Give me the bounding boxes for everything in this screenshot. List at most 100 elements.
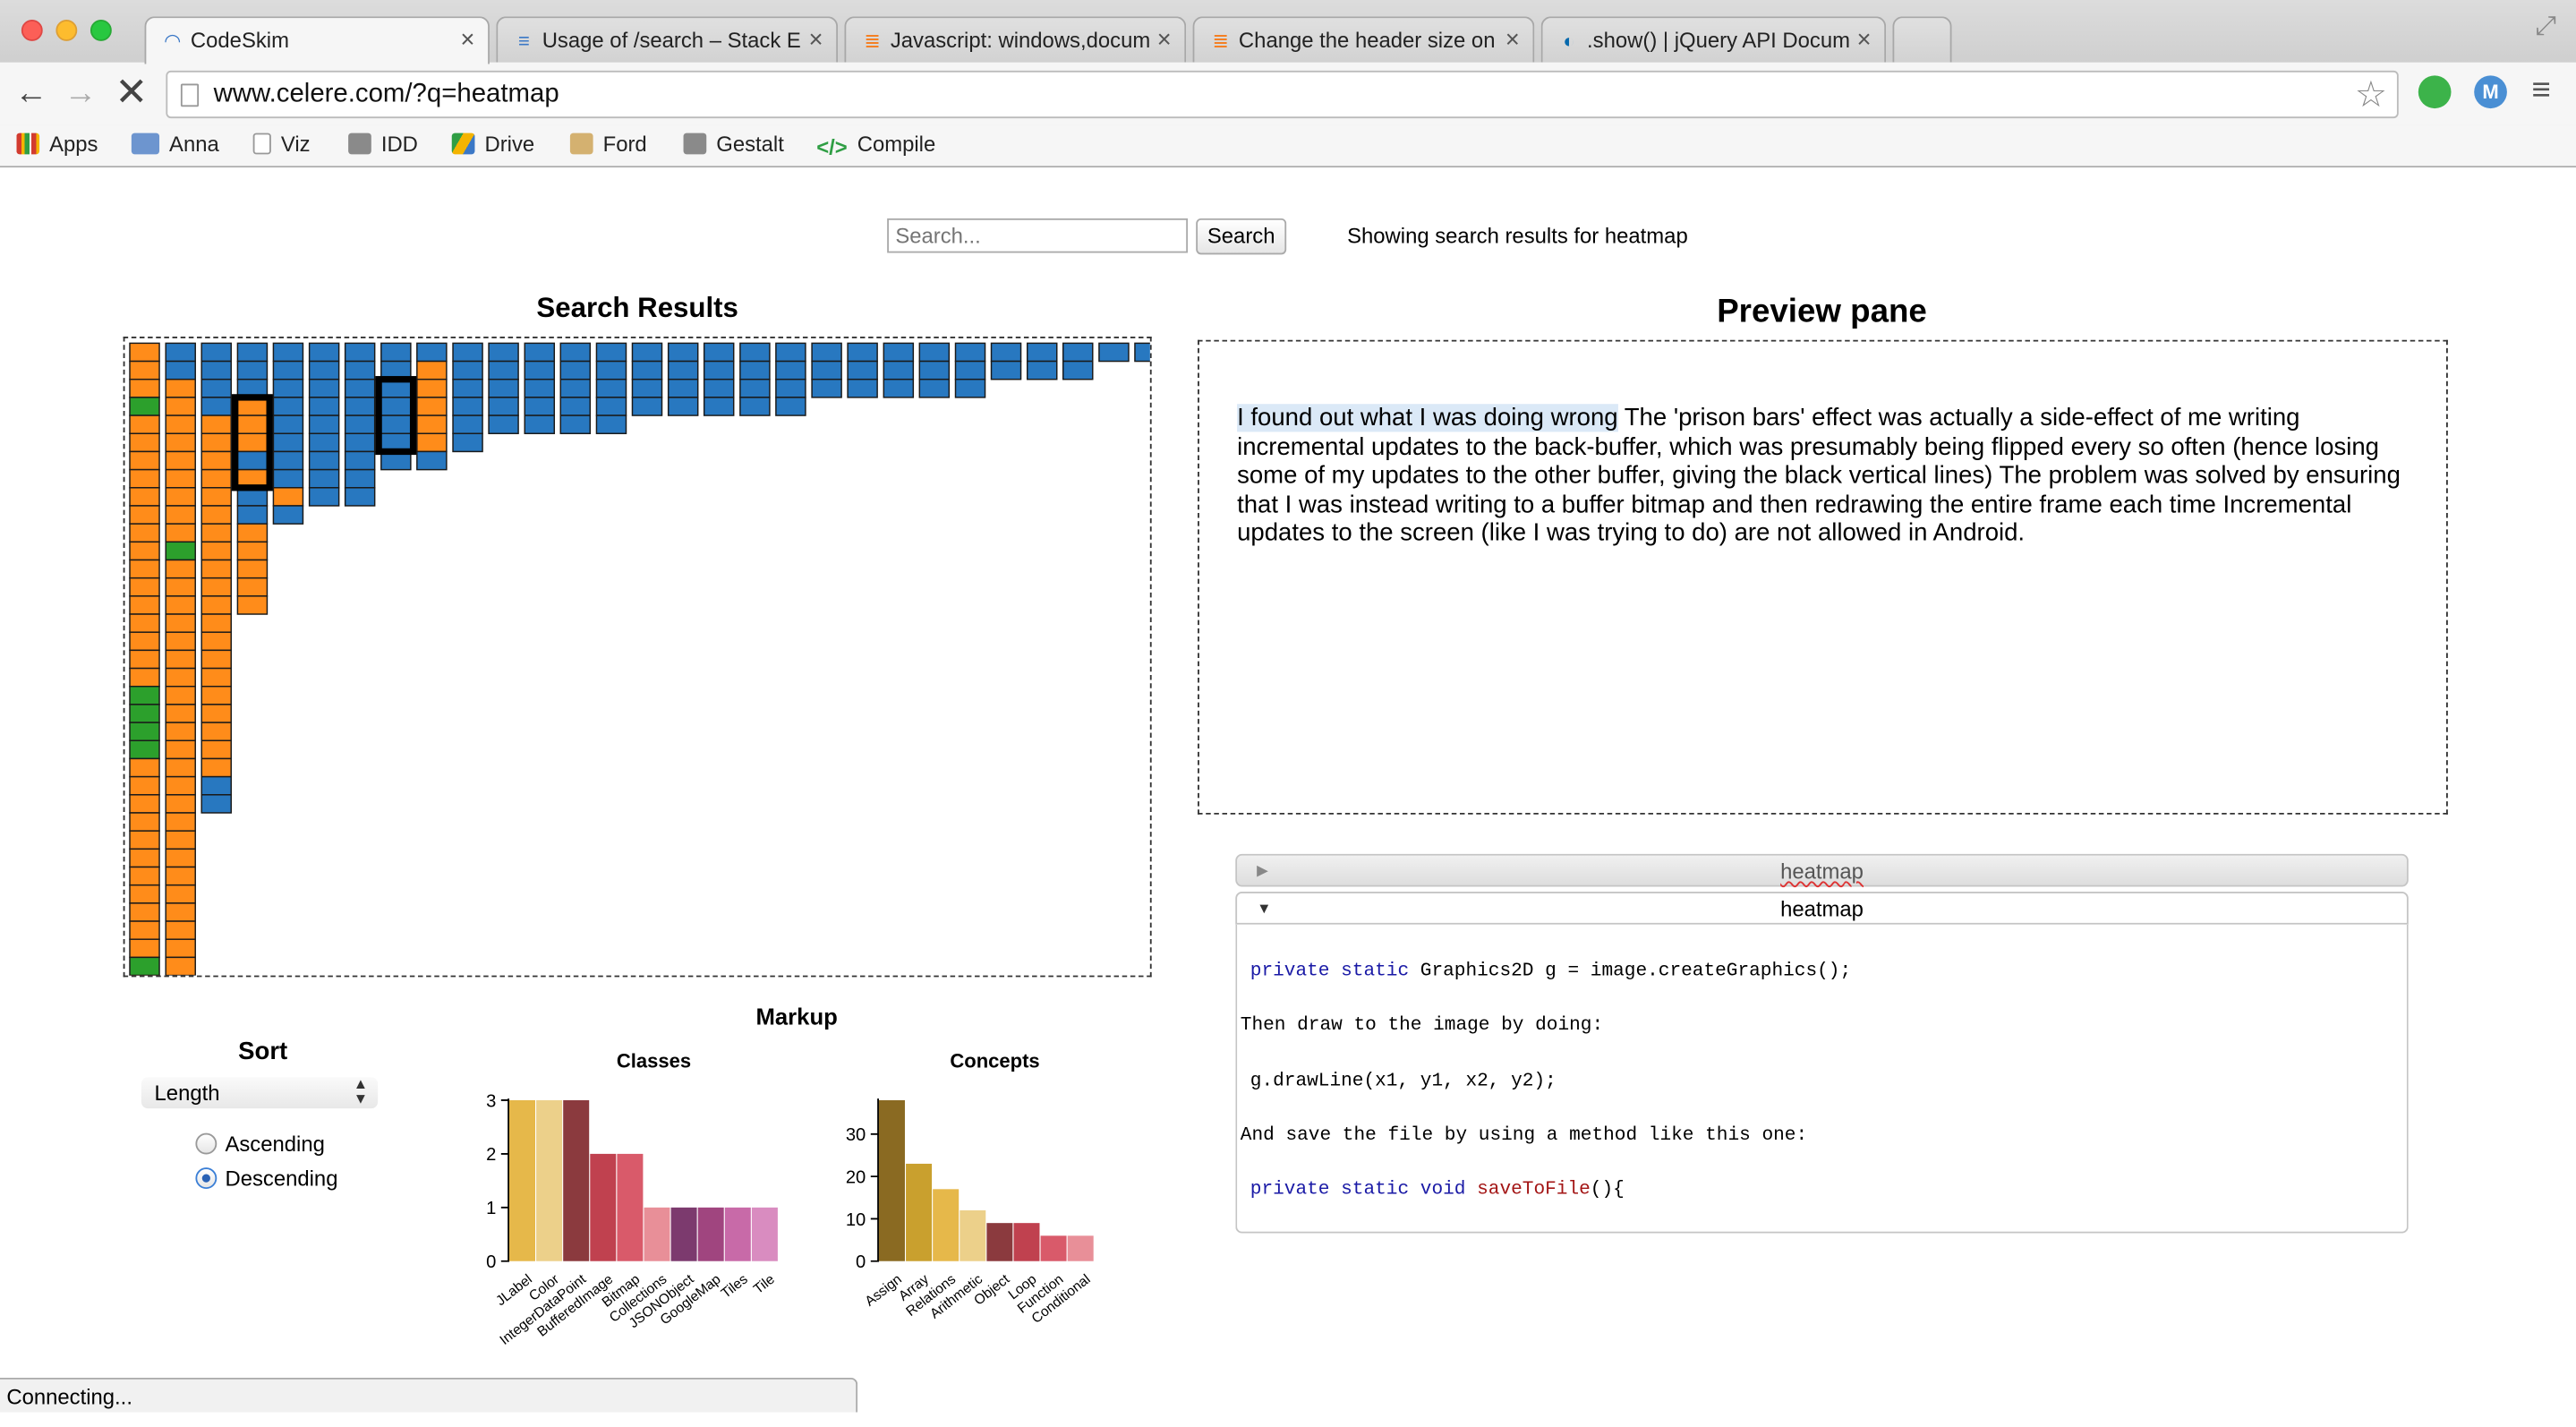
heatmap-cell[interactable] [452, 342, 483, 363]
heatmap-cell[interactable] [1062, 360, 1094, 380]
heatmap-cell[interactable] [344, 432, 376, 453]
heatmap-cell[interactable] [129, 722, 160, 741]
bar[interactable] [906, 1163, 933, 1261]
heatmap-cell[interactable] [1134, 342, 1152, 363]
heatmap-cell[interactable] [165, 722, 196, 741]
heatmap-cell[interactable] [272, 432, 304, 453]
heatmap-cell[interactable] [129, 794, 160, 814]
heatmap-cell[interactable] [488, 342, 519, 363]
heatmap-cell[interactable] [129, 667, 160, 688]
radio-circle[interactable] [195, 1132, 218, 1155]
heatmap-cell[interactable] [524, 378, 556, 398]
heatmap-cell[interactable] [344, 397, 376, 416]
heatmap-cell[interactable] [452, 360, 483, 380]
heatmap-cell[interactable] [308, 414, 340, 434]
heatmap-cell[interactable] [129, 595, 160, 615]
heatmap-cell[interactable] [129, 830, 160, 850]
heatmap-cell[interactable] [165, 631, 196, 652]
bookmark-viz[interactable]: Viz [252, 132, 311, 156]
heatmap-cell[interactable] [344, 360, 376, 380]
results-heatmap-grid[interactable] [124, 338, 1151, 978]
heatmap-cell[interactable] [129, 397, 160, 416]
heatmap-cell[interactable] [165, 523, 196, 543]
heatmap-cell[interactable] [129, 920, 160, 940]
heatmap-cell[interactable] [524, 397, 556, 416]
heatmap-cell[interactable] [200, 468, 232, 489]
bar[interactable] [878, 1099, 905, 1261]
heatmap-cell[interactable] [631, 397, 663, 416]
radio-descending[interactable]: Descending [195, 1166, 337, 1191]
heatmap-cell[interactable] [811, 378, 842, 398]
heatmap-cell[interactable] [595, 360, 627, 380]
address-text[interactable]: www.celere.com/?q=heatmap [213, 80, 559, 109]
heatmap-cell[interactable] [165, 397, 196, 416]
back-arrow-icon[interactable]: ← [14, 75, 48, 112]
heatmap-cell[interactable] [129, 541, 160, 561]
heatmap-cell[interactable] [775, 360, 806, 380]
new-tab-button[interactable] [1892, 16, 1952, 63]
address-bar[interactable]: www.celere.com/?q=heatmap ☆ [166, 70, 2399, 119]
heatmap-cell[interactable] [847, 378, 878, 398]
heatmap-cell[interactable] [524, 342, 556, 363]
menu-hamburger-icon[interactable]: ≡ [2531, 72, 2551, 109]
heatmap-cell[interactable] [165, 830, 196, 850]
heatmap-cell[interactable] [524, 360, 556, 380]
bar[interactable] [563, 1099, 590, 1261]
heatmap-cell[interactable] [308, 468, 340, 489]
heatmap-cell[interactable] [236, 595, 269, 615]
evernote-extension-icon[interactable] [2418, 75, 2452, 109]
heatmap-cell[interactable] [272, 414, 304, 434]
bar[interactable] [724, 1207, 751, 1261]
zoom-window-icon[interactable] [90, 20, 112, 41]
heatmap-cell[interactable] [775, 397, 806, 416]
bar[interactable] [508, 1099, 535, 1261]
heatmap-cell[interactable] [129, 360, 160, 380]
bar[interactable] [590, 1153, 617, 1261]
bookmark-apps[interactable]: Apps [16, 132, 98, 156]
selected-result-outline[interactable] [375, 376, 417, 456]
heatmap-cell[interactable] [165, 902, 196, 922]
heatmap-cell[interactable] [129, 613, 160, 633]
close-tab-icon[interactable]: × [1505, 26, 1520, 55]
bar[interactable] [670, 1207, 697, 1261]
heatmap-cell[interactable] [344, 468, 376, 489]
heatmap-cell[interactable] [344, 342, 376, 363]
heatmap-cell[interactable] [847, 360, 878, 380]
tab-javascript-windows[interactable]: ≣ Javascript: windows,docum × [844, 16, 1187, 63]
heatmap-cell[interactable] [559, 414, 592, 434]
heatmap-cell[interactable] [165, 920, 196, 940]
heatmap-cell[interactable] [129, 938, 160, 959]
heatmap-cell[interactable] [775, 342, 806, 363]
bookmark-gestalt[interactable]: Gestalt [683, 132, 784, 156]
heatmap-cell[interactable] [165, 378, 196, 398]
heatmap-cell[interactable] [236, 432, 269, 453]
heatmap-cell[interactable] [416, 414, 448, 434]
heatmap-cell[interactable] [165, 541, 196, 561]
heatmap-cell[interactable] [559, 360, 592, 380]
close-tab-icon[interactable]: × [460, 26, 475, 55]
heatmap-cell[interactable] [452, 432, 483, 453]
heatmap-cell[interactable] [739, 342, 771, 363]
heatmap-cell[interactable] [954, 378, 986, 398]
heatmap-cell[interactable] [165, 704, 196, 723]
heatmap-cell[interactable] [165, 812, 196, 832]
heatmap-cell[interactable] [200, 686, 232, 705]
heatmap-cell[interactable] [918, 342, 951, 363]
heatmap-cell[interactable] [308, 342, 340, 363]
heatmap-cell[interactable] [200, 360, 232, 380]
bookmark-drive[interactable]: Drive [451, 132, 534, 156]
bar[interactable] [986, 1223, 1013, 1261]
heatmap-cell[interactable] [488, 414, 519, 434]
bookmark-ford[interactable]: Ford [569, 132, 647, 156]
radio-ascending[interactable]: Ascending [195, 1132, 325, 1156]
heatmap-cell[interactable] [595, 397, 627, 416]
heatmap-cell[interactable] [165, 414, 196, 434]
search-button[interactable]: Search [1196, 218, 1287, 255]
heatmap-cell[interactable] [129, 775, 160, 796]
heatmap-cell[interactable] [200, 342, 232, 363]
bar[interactable] [1067, 1235, 1094, 1261]
heatmap-cell[interactable] [631, 378, 663, 398]
heatmap-cell[interactable] [129, 812, 160, 832]
heatmap-cell[interactable] [129, 432, 160, 453]
selected-result-outline[interactable] [231, 394, 273, 491]
